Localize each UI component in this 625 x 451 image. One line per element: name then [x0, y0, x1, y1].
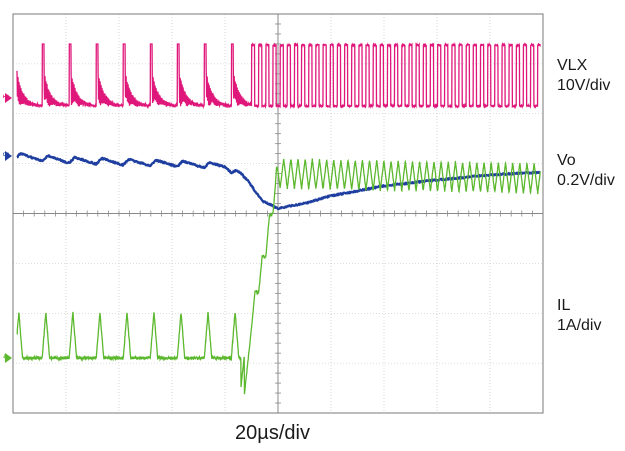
il-scale: 1A/div	[557, 317, 602, 334]
channel-markers: 1 3 4	[1, 93, 12, 363]
traces	[16, 41, 541, 395]
vlx-channel-marker: 1	[1, 94, 10, 99]
time-scale-label: 20µs/div	[235, 422, 310, 444]
vo-name: Vo	[557, 152, 576, 169]
vlx-channel-marker-arrow	[5, 93, 12, 103]
il-name: IL	[557, 297, 571, 314]
vo-scale: 0.2V/div	[557, 172, 615, 189]
vo-channel-marker-arrow	[5, 151, 12, 161]
vlx-trace	[16, 41, 541, 110]
il-channel-marker-arrow	[5, 353, 12, 363]
vlx-label: VLX 10V/div	[557, 56, 610, 96]
vlx-name: VLX	[557, 57, 588, 74]
vo-label: Vo 0.2V/div	[557, 151, 615, 191]
il-label: IL 1A/div	[557, 296, 601, 336]
vo-channel-marker: 3	[1, 152, 10, 157]
il-channel-marker: 4	[1, 354, 10, 359]
graticule	[12, 13, 544, 414]
vlx-scale: 10V/div	[557, 77, 611, 94]
il-trace	[16, 158, 541, 395]
plot-frame	[12, 13, 544, 414]
